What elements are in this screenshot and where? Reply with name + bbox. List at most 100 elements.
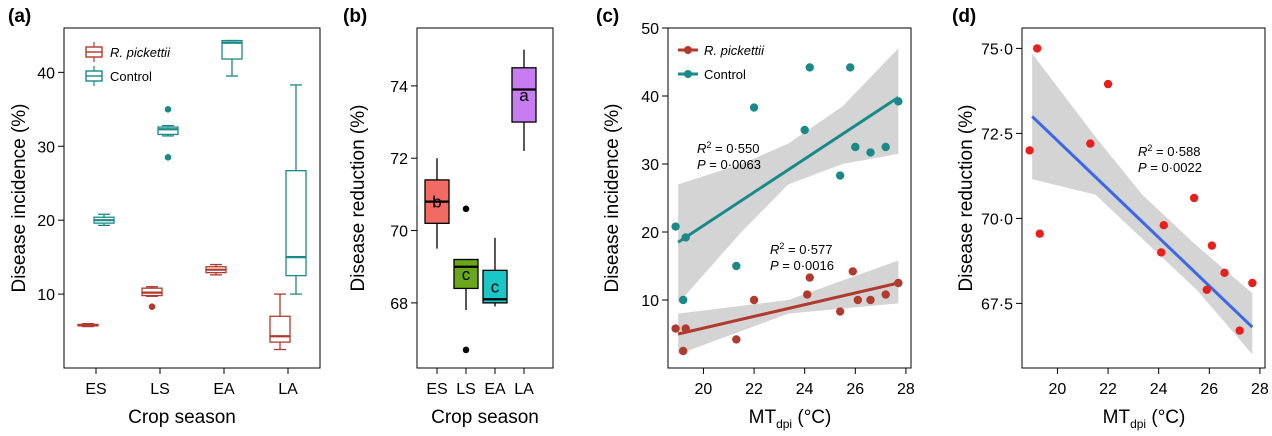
x-tick-label: ES bbox=[85, 381, 106, 398]
data-point bbox=[1025, 146, 1034, 155]
r-squared-label: R2 = 0·588 bbox=[1138, 143, 1200, 159]
data-point bbox=[681, 324, 690, 333]
y-tick-label: 40 bbox=[37, 65, 55, 82]
group-letter: c bbox=[462, 265, 471, 284]
outlier-point bbox=[164, 154, 172, 161]
x-tick-label: 26 bbox=[1200, 381, 1218, 398]
y-axis-label-b: Disease reduction (%) bbox=[348, 105, 369, 292]
x-tick-label: 22 bbox=[1099, 381, 1117, 398]
data-point bbox=[1159, 221, 1168, 230]
boxplot bbox=[269, 293, 291, 351]
y-tick-label: 74 bbox=[390, 79, 408, 96]
y-tick-label: 50 bbox=[641, 21, 659, 38]
y-tick-label: 40 bbox=[641, 89, 659, 106]
panel-c: (c) 10 20 30 40 50 20 22 24 26 28 R. pickettii Co… bbox=[596, 6, 915, 431]
confidence-band bbox=[1032, 53, 1253, 355]
box bbox=[269, 315, 291, 343]
y-tick-label: 70 bbox=[390, 224, 408, 241]
legend-label: R. pickettii bbox=[110, 45, 171, 60]
x-axis-c: 20 22 24 26 28 bbox=[695, 368, 915, 398]
y-tick-label: 72·5 bbox=[981, 126, 1013, 143]
data-point bbox=[1235, 326, 1244, 335]
y-axis-a: 10 20 30 40 bbox=[37, 65, 64, 304]
data-point bbox=[881, 290, 890, 299]
plot-frame-b bbox=[416, 27, 554, 369]
boxplot bbox=[205, 263, 227, 276]
y-axis-b: 68 70 72 74 bbox=[390, 79, 417, 313]
data-point bbox=[848, 267, 857, 276]
y-tick-label: 68 bbox=[390, 296, 408, 313]
x-tick-label: 26 bbox=[846, 381, 864, 398]
data-point bbox=[681, 233, 690, 242]
legend-label: R. pickettii bbox=[704, 43, 765, 58]
fit-line-d bbox=[1031, 115, 1254, 329]
boxplot bbox=[77, 323, 99, 328]
box bbox=[453, 258, 479, 290]
outlier-point bbox=[462, 205, 470, 213]
y-axis-label-a: Disease incidence (%) bbox=[9, 103, 30, 292]
x-axis-label-a: Crop season bbox=[128, 407, 236, 428]
legend-a: R. pickettii Control bbox=[85, 42, 171, 86]
y-axis-c: 10 20 30 40 50 bbox=[641, 21, 668, 310]
x-axis-b: ES LS EA LA bbox=[426, 368, 534, 398]
confidence-band bbox=[678, 48, 899, 304]
legend-label: Control bbox=[110, 69, 152, 84]
plot-frame-c bbox=[667, 27, 912, 369]
panel-d: (d) 67·5 70·0 72·5 75·0 20 22 24 26 28 R2 = 0·5… bbox=[952, 6, 1269, 431]
p-value-label: P = 0·0063 bbox=[697, 157, 761, 172]
x-tick-label: LS bbox=[456, 381, 476, 398]
boxplots-a bbox=[77, 39, 307, 351]
x-tick-label: LA bbox=[278, 381, 298, 398]
box bbox=[482, 269, 508, 304]
x-tick-label: LS bbox=[150, 381, 170, 398]
data-point bbox=[853, 295, 863, 305]
outlier-point bbox=[148, 303, 156, 310]
points-d bbox=[1025, 44, 1257, 335]
y-tick-label: 70·0 bbox=[981, 211, 1013, 228]
panel-label-d: (d) bbox=[952, 6, 976, 27]
y-axis-label-c: Disease incidence (%) bbox=[602, 103, 623, 292]
panel-label-c: (c) bbox=[596, 6, 619, 27]
r-squared-label: R2 = 0·550 bbox=[697, 140, 759, 156]
outlier-point bbox=[462, 346, 470, 354]
data-point bbox=[671, 222, 680, 231]
data-point bbox=[894, 97, 903, 106]
data-point bbox=[866, 295, 875, 305]
data-point bbox=[749, 103, 759, 112]
y-tick-label: 30 bbox=[37, 139, 55, 156]
legend-key-point bbox=[684, 46, 692, 54]
group-letter: b bbox=[432, 193, 441, 212]
data-point bbox=[732, 335, 741, 344]
data-point bbox=[803, 290, 812, 299]
x-tick-label: 28 bbox=[1251, 381, 1269, 398]
points-c bbox=[671, 63, 903, 356]
data-point bbox=[1220, 268, 1229, 277]
boxplot bbox=[221, 39, 243, 77]
data-point bbox=[678, 295, 688, 305]
fit-lines-c bbox=[677, 96, 900, 336]
r-squared-label: R2 = 0·577 bbox=[770, 241, 832, 257]
regression-line bbox=[677, 96, 900, 244]
panel-b: (b) 68 70 72 74 ES LS EA LA b c c a Crop season D… bbox=[343, 6, 554, 428]
boxplot: b bbox=[424, 158, 450, 249]
x-axis-d: 20 22 24 26 28 bbox=[1049, 368, 1269, 398]
x-tick-label: ES bbox=[426, 381, 447, 398]
x-tick-label: 20 bbox=[1049, 381, 1067, 398]
legend-c: R. pickettii Control bbox=[678, 43, 765, 82]
boxplot: a bbox=[511, 49, 537, 151]
data-point bbox=[835, 171, 845, 180]
legend-key-point bbox=[684, 70, 692, 78]
group-letter: a bbox=[519, 86, 529, 105]
data-point bbox=[1035, 229, 1044, 238]
data-point bbox=[1032, 44, 1042, 53]
panel-label-a: (a) bbox=[8, 6, 31, 27]
data-point bbox=[835, 307, 845, 316]
regression-line bbox=[677, 281, 899, 336]
data-point bbox=[851, 142, 860, 152]
x-tick-label: 20 bbox=[695, 381, 713, 398]
data-point bbox=[1207, 241, 1217, 250]
box bbox=[157, 126, 179, 136]
y-tick-label: 10 bbox=[641, 293, 659, 310]
